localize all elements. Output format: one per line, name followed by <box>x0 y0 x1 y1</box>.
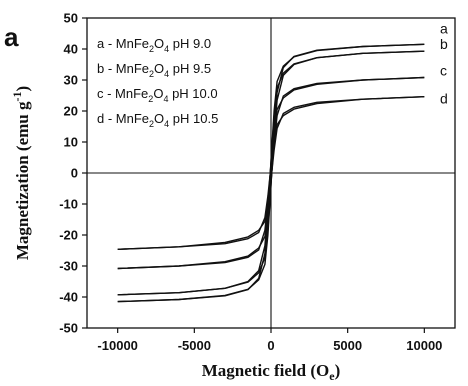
x-tick-label: -5000 <box>178 338 211 353</box>
y-tick-label: 20 <box>64 104 78 119</box>
x-axis-title: Magnetic field (Oe) <box>202 361 340 383</box>
y-tick-label: -20 <box>59 228 78 243</box>
y-tick-label: -40 <box>59 290 78 305</box>
axis-ticks <box>82 17 425 333</box>
legend-entry-a: a - MnFe2O4 pH 9.0 <box>97 36 211 54</box>
y-tick-label: 40 <box>64 42 78 57</box>
y-tick-label: 30 <box>64 73 78 88</box>
tick-labels: -10000 -5000 0 5000 10000 -50 -40 -30 -20 -10 0 10 2… <box>59 11 442 354</box>
legend-entry-b: b - MnFe2O4 pH 9.5 <box>97 61 211 79</box>
y-tick-label: 0 <box>71 166 78 181</box>
x-tick-label: -10000 <box>97 338 137 353</box>
x-tick-label: 0 <box>267 338 274 353</box>
y-tick-label: -50 <box>59 321 78 336</box>
x-tick-label: 10000 <box>406 338 442 353</box>
y-tick-label: -30 <box>59 259 78 274</box>
legend-entry-d: d - MnFe2O4 pH 10.5 <box>97 111 218 129</box>
panel-label: a <box>4 22 19 52</box>
y-axis-title: Magnetization (emu g-1) <box>10 86 32 260</box>
legend: a - MnFe2O4 pH 9.0 b - MnFe2O4 pH 9.5 c … <box>97 36 218 129</box>
y-tick-label: 10 <box>64 135 78 150</box>
legend-entry-c: c - MnFe2O4 pH 10.0 <box>97 86 218 104</box>
x-tick-label: 5000 <box>333 338 362 353</box>
curve-label-b: b <box>440 36 448 52</box>
curve-label-c: c <box>440 63 447 79</box>
y-tick-label: 50 <box>64 11 78 26</box>
curve-label-a: a <box>440 20 448 36</box>
y-tick-label: -10 <box>59 197 78 212</box>
curve-label-d: d <box>440 91 448 107</box>
